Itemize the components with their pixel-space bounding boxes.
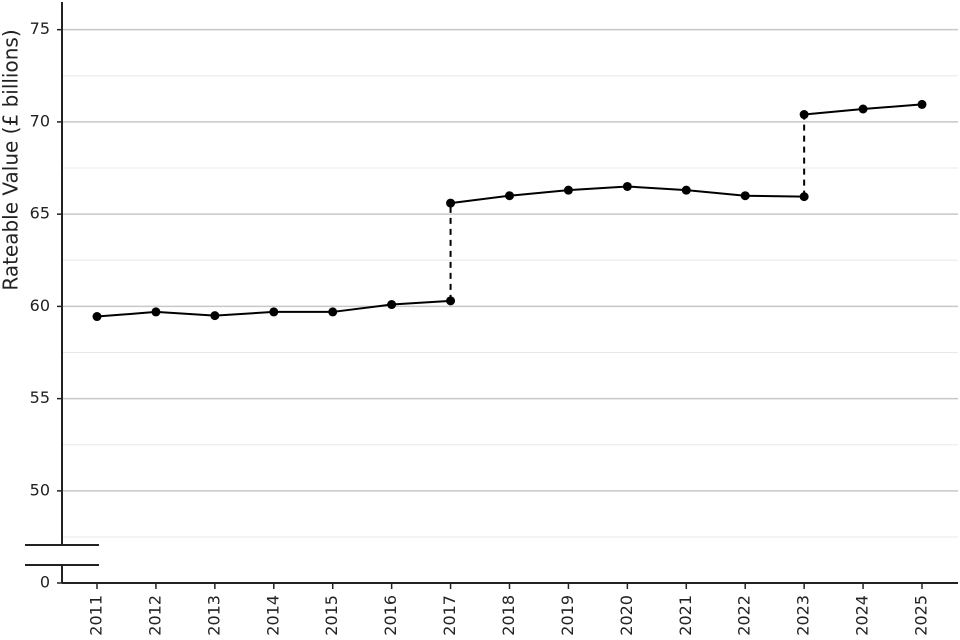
data-point [269,307,279,317]
data-point [563,185,573,195]
data-point [740,191,750,201]
y-tick-label: 55 [30,388,50,407]
y-tick-label: 60 [30,296,50,315]
data-point [681,185,691,195]
data-point [328,307,338,317]
data-point [858,104,868,114]
x-tick-label: 2022 [735,595,754,636]
data-point [387,300,397,310]
x-tick-label: 2025 [912,595,931,636]
x-tick-label: 2024 [853,595,872,636]
x-tick-label: 2020 [617,595,636,636]
data-point [505,191,514,201]
x-tick-label: 2014 [263,595,282,636]
data-point [92,312,102,322]
y-tick-label: 75 [30,19,50,38]
x-tick-label: 2017 [440,595,459,636]
y-axis-label: Rateable Value (£ billions) [0,29,23,290]
x-tick-label: 2016 [381,595,400,636]
x-tick-label: 2013 [204,595,223,636]
x-tick-label: 2015 [322,595,341,636]
data-point [622,181,632,191]
x-tick-label: 2021 [676,595,695,636]
x-tick-label: 2012 [145,595,164,636]
data-point [210,311,220,321]
x-tick-label: 2023 [794,595,813,636]
x-tick-label: 2018 [499,595,518,636]
y-tick-label: 50 [30,480,50,499]
y-tick-label: 0 [40,573,50,592]
data-point [446,198,456,208]
data-point [917,99,927,109]
x-tick-label: 2011 [87,595,106,636]
x-tick-label: 2019 [558,595,577,636]
data-point [151,307,161,317]
y-tick-label: 70 [30,111,50,130]
y-tick-label: 65 [30,204,50,223]
